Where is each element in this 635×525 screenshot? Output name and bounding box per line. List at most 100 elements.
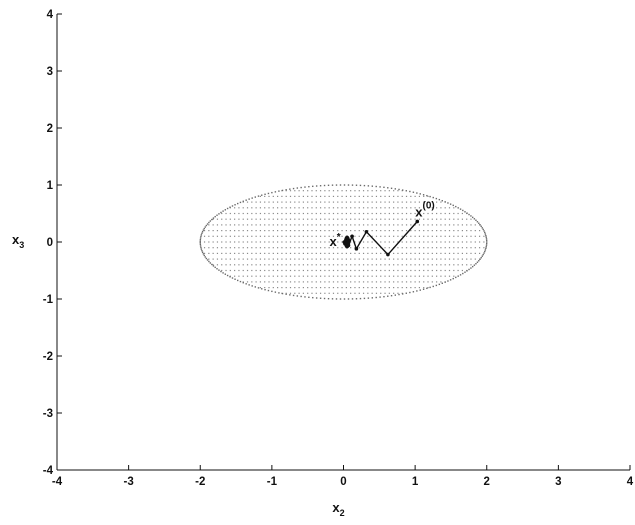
region-dot <box>311 247 313 249</box>
region-dot <box>319 212 322 215</box>
region-dot <box>350 258 352 260</box>
region-dot <box>212 230 214 232</box>
region-boundary-dot <box>199 238 202 241</box>
region-dot <box>405 230 408 232</box>
region-dot <box>255 230 257 232</box>
region-dot <box>216 235 219 237</box>
region-dot <box>242 269 244 272</box>
region-dot <box>302 224 304 226</box>
region-boundary-dot <box>261 194 263 196</box>
region-dot <box>341 275 343 277</box>
region-dot <box>474 235 476 237</box>
region-dot <box>410 235 412 237</box>
region-dot <box>246 212 249 215</box>
region-dot <box>371 212 373 215</box>
region-dot <box>298 230 300 232</box>
region-boundary-dot <box>412 191 415 193</box>
region-dot <box>277 201 279 203</box>
region-dot <box>371 275 373 277</box>
region-dot <box>431 258 433 260</box>
region-dot <box>307 235 309 237</box>
region-dot <box>302 212 304 215</box>
region-boundary-dot <box>480 225 482 227</box>
region-dot <box>354 218 356 220</box>
region-dot <box>388 190 390 192</box>
region-dot <box>272 264 274 266</box>
region-dot <box>264 195 266 197</box>
region-dot <box>397 241 399 243</box>
region-dot <box>294 287 296 289</box>
region-dot <box>418 281 421 283</box>
region-dot <box>405 258 408 260</box>
region-boundary-dot <box>199 245 202 247</box>
region-dot <box>448 230 451 232</box>
region-dot <box>272 235 274 237</box>
region-dot <box>341 287 343 289</box>
region-dot <box>371 269 373 272</box>
region-dot <box>251 269 253 272</box>
region-dot <box>470 230 472 232</box>
region-dot <box>393 287 395 289</box>
region-dot <box>345 264 347 266</box>
region-dot <box>307 264 309 266</box>
region-dot <box>427 230 429 232</box>
region-dot <box>225 247 227 249</box>
region-dot <box>311 195 313 197</box>
region-dot <box>315 287 317 289</box>
region-dot <box>319 207 322 209</box>
region-dot <box>418 201 421 203</box>
region-dot <box>337 241 339 243</box>
region-dot <box>289 275 292 277</box>
region-dot <box>285 252 287 254</box>
region-boundary-dot <box>289 294 291 296</box>
region-dot <box>311 218 313 220</box>
region-dot <box>341 207 343 209</box>
region-dot <box>423 252 425 254</box>
region-dot <box>285 218 287 220</box>
region-dot <box>367 190 369 192</box>
region-dot <box>311 264 313 266</box>
region-dot <box>418 207 421 209</box>
region-dot <box>302 275 304 277</box>
region-dot <box>457 264 459 266</box>
region-dot <box>246 281 249 283</box>
region-dot <box>427 247 429 249</box>
region-dot <box>345 275 347 277</box>
region-dot <box>393 258 395 260</box>
region-dot <box>358 230 360 232</box>
region-dot <box>264 207 266 209</box>
region-dot <box>246 264 249 266</box>
region-dot <box>311 292 313 294</box>
region-dot <box>328 224 330 226</box>
region-boundary-dot <box>245 199 247 201</box>
region-dot <box>448 207 451 209</box>
region-dot <box>423 281 425 283</box>
region-dot <box>436 235 438 237</box>
region-dot <box>289 241 292 243</box>
region-dot <box>238 235 240 237</box>
region-dot <box>328 269 330 272</box>
region-dot <box>268 195 270 197</box>
region-dot <box>350 264 352 266</box>
region-dot <box>397 281 399 283</box>
region-dot <box>375 235 378 237</box>
region-dot <box>431 212 433 215</box>
region-dot <box>367 247 369 249</box>
region-boundary-dot <box>351 184 354 186</box>
region-dot <box>302 269 304 272</box>
region-boundary-dot <box>296 295 299 297</box>
region-dot <box>371 287 373 289</box>
region-dot <box>216 258 219 260</box>
region-dot <box>328 281 330 283</box>
region-dot <box>238 241 240 243</box>
region-boundary-dot <box>485 238 488 240</box>
region-dot <box>414 264 416 266</box>
region-dot <box>242 275 244 277</box>
region-dot <box>367 258 369 260</box>
region-dot <box>337 287 339 289</box>
region-dot <box>268 207 270 209</box>
region-dot <box>401 235 403 237</box>
region-dot <box>302 230 304 232</box>
region-dot <box>264 201 266 203</box>
region-dot <box>234 275 236 277</box>
